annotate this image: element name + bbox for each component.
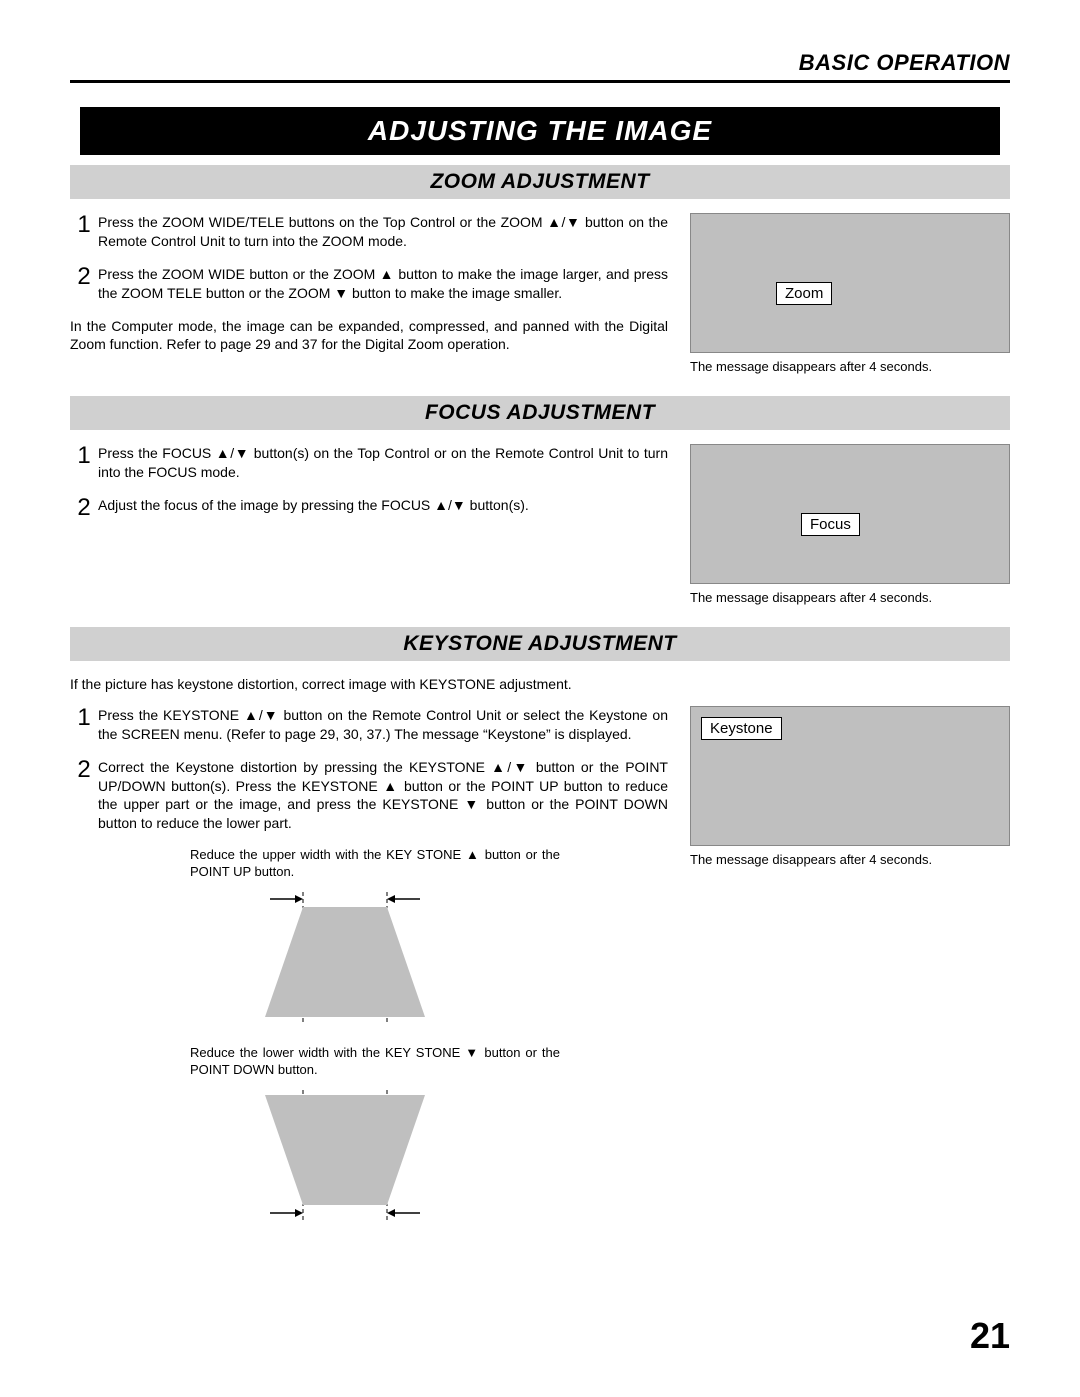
focus-screen-label: Focus [801, 513, 860, 536]
keystone-step-2: 2 Correct the Keystone distortion by pre… [70, 758, 668, 834]
keystone-intro: If the picture has keystone distortion, … [70, 675, 1010, 694]
keystone-title: KEYSTONE ADJUSTMENT [70, 627, 1010, 661]
keystone-section: KEYSTONE ADJUSTMENT If the picture has k… [70, 627, 1010, 1243]
keystone-diag2-caption: Reduce the lower width with the KEY STON… [190, 1045, 560, 1079]
step-number: 1 [70, 444, 98, 482]
focus-screen-caption: The message disappears after 4 seconds. [690, 590, 1010, 605]
focus-step-2: 2 Adjust the focus of the image by press… [70, 496, 668, 520]
zoom-step-1: 1 Press the ZOOM WIDE/TELE buttons on th… [70, 213, 668, 251]
keystone-step-1: 1 Press the KEYSTONE ▲/▼ button on the R… [70, 706, 668, 744]
zoom-note: In the Computer mode, the image can be e… [70, 317, 668, 355]
page-header: BASIC OPERATION [70, 50, 1010, 83]
keystone-diag1-caption: Reduce the upper width with the KEY STON… [190, 847, 560, 881]
focus-title: FOCUS ADJUSTMENT [70, 396, 1010, 430]
step-number: 1 [70, 213, 98, 251]
zoom-screen-caption: The message disappears after 4 seconds. [690, 359, 1010, 374]
zoom-section: ZOOM ADJUSTMENT 1 Press the ZOOM WIDE/TE… [70, 165, 1010, 374]
step-number: 2 [70, 265, 98, 303]
step-text: Adjust the focus of the image by pressin… [98, 496, 529, 520]
zoom-screen-label: Zoom [776, 282, 832, 305]
keystone-screen-caption: The message disappears after 4 seconds. [690, 852, 1010, 867]
zoom-title: ZOOM ADJUSTMENT [70, 165, 1010, 199]
keystone-screen-box: Keystone [690, 706, 1010, 846]
step-number: 2 [70, 758, 98, 834]
zoom-screen-box: Zoom [690, 213, 1010, 353]
focus-step-1: 1 Press the FOCUS ▲/▼ button(s) on the T… [70, 444, 668, 482]
step-text: Correct the Keystone distortion by press… [98, 758, 668, 834]
step-number: 2 [70, 496, 98, 520]
step-text: Press the ZOOM WIDE/TELE buttons on the … [98, 213, 668, 251]
focus-screen-box: Focus [690, 444, 1010, 584]
page-number: 21 [970, 1315, 1010, 1357]
step-number: 1 [70, 706, 98, 744]
keystone-screen-label: Keystone [701, 717, 782, 740]
keystone-diag2-icon [250, 1085, 440, 1225]
focus-section: FOCUS ADJUSTMENT 1 Press the FOCUS ▲/▼ b… [70, 396, 1010, 605]
step-text: Press the FOCUS ▲/▼ button(s) on the Top… [98, 444, 668, 482]
step-text: Press the KEYSTONE ▲/▼ button on the Rem… [98, 706, 668, 744]
step-text: Press the ZOOM WIDE button or the ZOOM ▲… [98, 265, 668, 303]
main-title: ADJUSTING THE IMAGE [80, 107, 1000, 155]
keystone-diag1-icon [250, 887, 440, 1027]
zoom-step-2: 2 Press the ZOOM WIDE button or the ZOOM… [70, 265, 668, 303]
